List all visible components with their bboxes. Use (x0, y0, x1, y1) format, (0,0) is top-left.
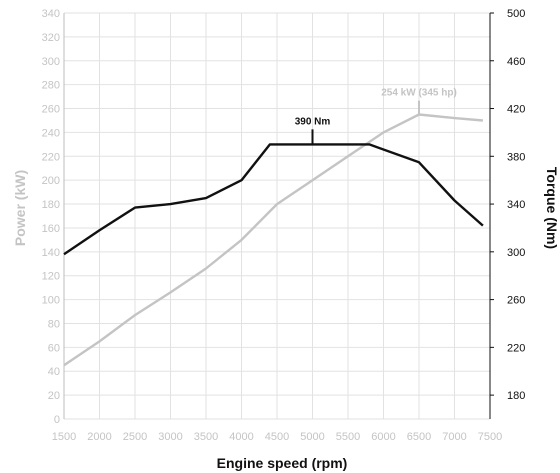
left-tick-label-17: 340 (42, 8, 60, 20)
left-tick-label-8: 160 (42, 223, 60, 235)
x-axis-ticks: 1500 2000 2500 3000 3500 4000 4500 5000 5500 6000… (52, 431, 502, 443)
x-tick-label-12: 7500 (478, 431, 502, 443)
left-tick-label-1: 20 (48, 390, 60, 402)
x-tick-label-6: 4500 (265, 431, 289, 443)
right-axis-title: Torque (Nm) (544, 167, 560, 249)
left-tick-label-16: 320 (42, 32, 60, 44)
left-tick-label-13: 260 (42, 104, 60, 116)
x-tick-label-9: 6000 (371, 431, 395, 443)
annotations: 390 Nm 254 kW (345 hp) (295, 88, 457, 145)
x-tick-label-4: 3500 (194, 431, 218, 443)
right-tick-label-1: 220 (507, 342, 525, 354)
x-tick-label-1: 2000 (87, 431, 111, 443)
left-tick-label-5: 100 (42, 295, 60, 307)
annotation-label-0: 390 Nm (295, 116, 331, 127)
left-tick-label-7: 140 (42, 247, 60, 259)
right-tick-label-8: 500 (507, 8, 525, 20)
x-tick-label-11: 7000 (442, 431, 466, 443)
left-axis-ticks: 0 20 40 60 80 100 120 140 160 180 200 220 240 260 280 3… (42, 8, 60, 426)
series-layer (63, 113, 484, 367)
left-tick-label-12: 240 (42, 127, 60, 139)
right-tick-label-6: 420 (507, 104, 525, 116)
right-axis-ticks: 180 220 260 300 340 380 420 460 500 (490, 8, 525, 402)
power-line (63, 113, 484, 367)
left-tick-label-4: 80 (48, 318, 60, 330)
right-tick-label-5: 380 (507, 151, 525, 163)
grid (63, 12, 491, 420)
left-tick-label-9: 180 (42, 199, 60, 211)
torque-line (63, 143, 484, 256)
right-tick-label-3: 300 (507, 247, 525, 259)
left-tick-label-11: 220 (42, 151, 60, 163)
left-tick-label-0: 0 (54, 414, 60, 426)
x-tick-label-10: 6500 (407, 431, 431, 443)
annotation-label-1: 254 kW (345 hp) (381, 88, 457, 99)
right-tick-label-2: 260 (507, 295, 525, 307)
x-tick-label-8: 5500 (336, 431, 360, 443)
left-tick-label-14: 280 (42, 80, 60, 92)
x-tick-label-2: 2500 (123, 431, 147, 443)
left-axis-title: Power (kW) (12, 170, 28, 246)
x-tick-label-0: 1500 (52, 431, 76, 443)
left-tick-label-15: 300 (42, 56, 60, 68)
left-tick-label-3: 60 (48, 342, 60, 354)
left-tick-label-10: 200 (42, 175, 60, 187)
x-tick-label-7: 5000 (300, 431, 324, 443)
x-tick-label-3: 3000 (158, 431, 182, 443)
right-tick-label-7: 460 (507, 56, 525, 68)
x-tick-label-5: 4000 (229, 431, 253, 443)
left-tick-label-2: 40 (48, 366, 60, 378)
right-tick-label-0: 180 (507, 390, 525, 402)
left-tick-label-6: 120 (42, 271, 60, 283)
right-tick-label-4: 340 (507, 199, 525, 211)
x-axis-title: Engine speed (rpm) (217, 455, 348, 471)
